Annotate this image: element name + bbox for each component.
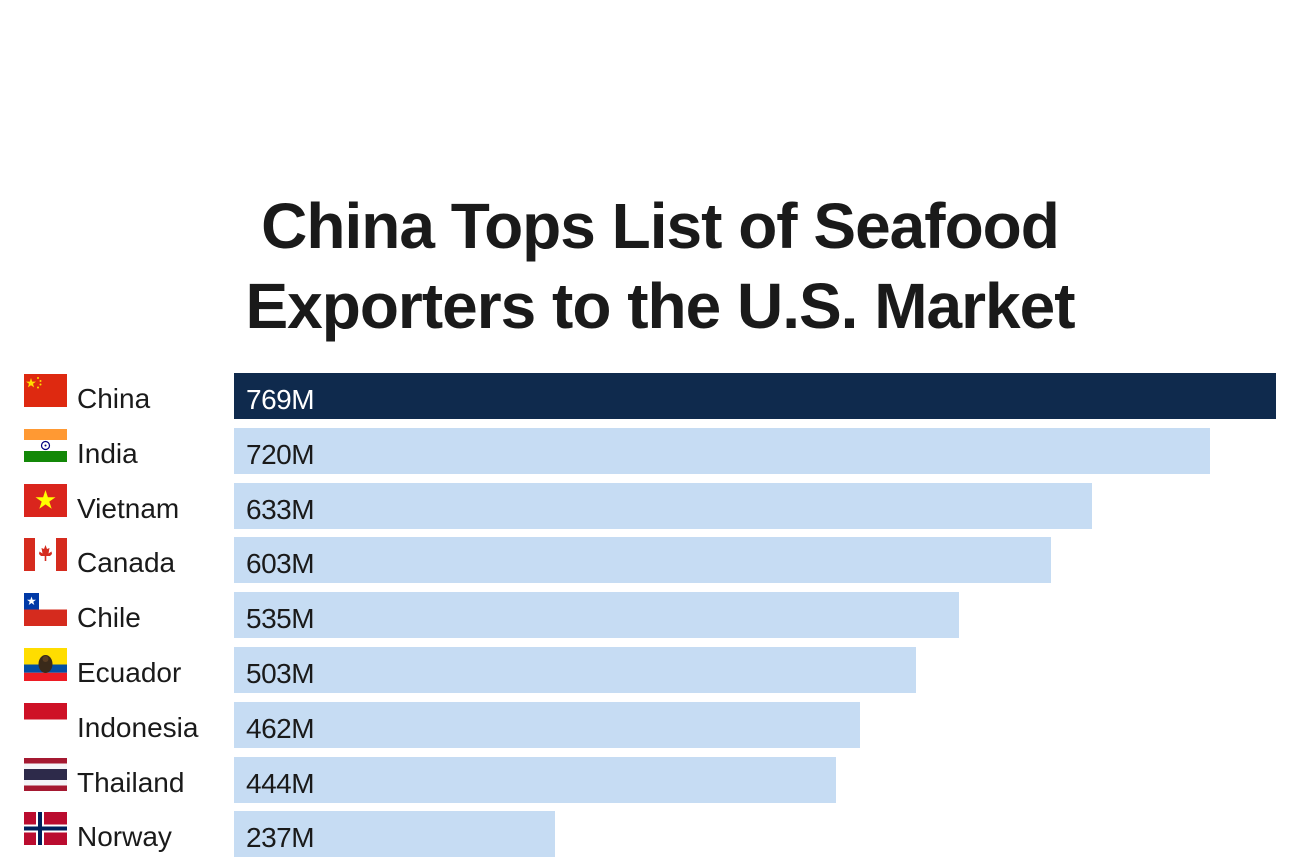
bar-thailand — [234, 756, 836, 803]
bar-india — [234, 427, 1210, 474]
value-label-china: 769M — [246, 384, 315, 415]
norway-flag-icon — [24, 812, 67, 846]
category-label-chile: Chile — [77, 602, 141, 634]
value-label-india: 720M — [246, 438, 315, 470]
category-label-thailand: Thailand — [77, 766, 185, 798]
chart-title-line-1: China Tops List of Seafood — [261, 190, 1060, 262]
chart-title: China Tops List of Seafood Exporters to … — [0, 186, 1300, 346]
value-label-ecuador: 503M — [246, 658, 315, 689]
china-flag-icon — [24, 374, 67, 407]
category-label-ecuador: Ecuador — [77, 657, 182, 688]
value-label-norway: 237M — [246, 822, 315, 854]
category-label-norway: Norway — [77, 821, 172, 853]
category-label-canada: Canada — [77, 547, 176, 579]
thailand-flag-icon — [24, 757, 67, 791]
indonesia-flag-icon — [24, 702, 67, 736]
chile-flag-icon — [24, 593, 67, 627]
value-label-canada: 603M — [246, 548, 315, 580]
category-label-indonesia: Indonesia — [77, 711, 199, 743]
category-label-vietnam: Vietnam — [77, 492, 180, 524]
ecuador-flag-icon — [24, 648, 67, 681]
canada-flag-icon — [24, 538, 67, 572]
bar-ecuador — [234, 647, 916, 693]
value-label-indonesia: 462M — [246, 712, 315, 744]
value-label-vietnam: 633M — [246, 493, 315, 525]
vietnam-flag-icon — [24, 483, 67, 517]
value-label-thailand: 444M — [246, 767, 315, 799]
bar-chile — [234, 592, 959, 639]
bar-norway — [234, 811, 556, 858]
value-label-chile: 535M — [246, 603, 315, 635]
india-flag-icon — [24, 428, 67, 462]
bar-indonesia — [234, 701, 860, 748]
category-label-india: India — [77, 437, 138, 469]
chart-title-line-2: Exporters to the U.S. Market — [245, 270, 1075, 342]
bar-china — [234, 373, 1276, 419]
bar-canada — [234, 537, 1052, 584]
bar-vietnam — [234, 482, 1092, 529]
category-label-china: China — [77, 383, 151, 414]
